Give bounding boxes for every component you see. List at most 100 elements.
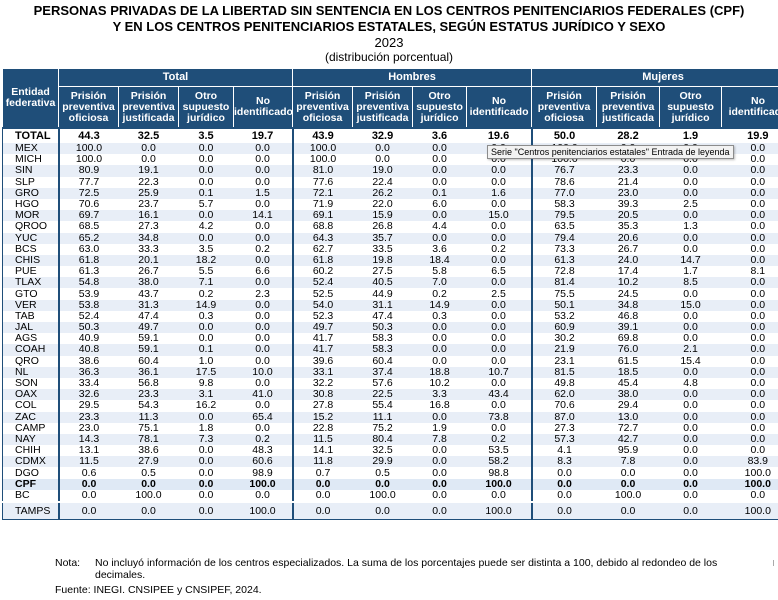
value-cell: 43.9 bbox=[291, 127, 353, 143]
value-cell: 0.0 bbox=[118, 503, 179, 520]
value-cell: 0.0 bbox=[491, 321, 506, 334]
value-cell: 0.0 bbox=[683, 309, 698, 322]
column-header: Prisión preventiva justificada bbox=[352, 86, 414, 129]
value-cell: 40.9 bbox=[57, 333, 119, 345]
value-cell: 77.7 bbox=[57, 176, 119, 188]
value-cell: 61.5 bbox=[617, 354, 639, 367]
entity-cell: PUE bbox=[2, 266, 59, 278]
value-cell: 41.7 bbox=[291, 344, 353, 356]
value-cell: 62.7 bbox=[291, 243, 353, 255]
value-cell: 10.2 bbox=[429, 377, 450, 390]
table-row: CPF 0.0 0.0 0.0 100.0 0.0 0.0 0.0 100.0 0.0 0.0 0.0… bbox=[2, 478, 778, 490]
value-cell: 0.1 bbox=[432, 186, 447, 199]
value-cell: 0.0 bbox=[683, 388, 698, 401]
value-cell: 0.0 bbox=[198, 153, 214, 166]
value-cell: 0.2 bbox=[198, 287, 214, 300]
value-cell: 0.0 bbox=[596, 503, 660, 520]
value-cell: 0.0 bbox=[491, 354, 506, 367]
value-cell: 0.0 bbox=[659, 503, 722, 520]
value-cell: 1.0 bbox=[198, 354, 214, 367]
value-cell: 14.1 bbox=[291, 445, 353, 457]
value-cell: 98.8 bbox=[488, 466, 509, 479]
value-cell: 0.0 bbox=[491, 253, 506, 266]
value-cell: 0.0 bbox=[255, 309, 270, 322]
value-cell: 81.0 bbox=[291, 165, 353, 177]
value-cell: 23.1 bbox=[530, 355, 597, 367]
table-row: QROO 68.5 27.3 4.2 0.0 68.8 26.8 4.4 0.0 63.5 35.3… bbox=[2, 220, 778, 233]
value-cell: 0.0 bbox=[491, 488, 506, 501]
value-cell: 79.5 bbox=[530, 210, 597, 222]
value-cell: 11.5 bbox=[57, 456, 119, 468]
value-cell: 0.0 bbox=[683, 466, 698, 479]
value-cell: 0.0 bbox=[721, 389, 778, 401]
value-cell: 3.5 bbox=[178, 127, 234, 143]
value-cell: 24.0 bbox=[617, 253, 639, 266]
value-cell: 77.6 bbox=[291, 176, 353, 188]
column-header: No identificado bbox=[232, 86, 294, 129]
footnote-label: Nota: bbox=[55, 557, 81, 569]
value-cell: 0.0 bbox=[198, 321, 214, 334]
value-cell: 0.0 bbox=[530, 467, 597, 479]
value-cell: 47.4 bbox=[138, 309, 159, 322]
value-cell: 45.4 bbox=[617, 377, 639, 390]
value-cell: 0.0 bbox=[198, 175, 214, 188]
value-cell: 13.1 bbox=[57, 445, 119, 457]
value-cell: 25.9 bbox=[138, 186, 159, 199]
value-cell: 4.2 bbox=[198, 220, 214, 233]
value-cell: 0.0 bbox=[198, 466, 214, 479]
value-cell: 0.0 bbox=[530, 478, 597, 490]
table-row: BCS 63.0 33.3 3.5 0.2 62.7 33.5 3.6 0.2 73.3 26.7 0… bbox=[2, 243, 778, 255]
value-cell: 0.7 bbox=[291, 467, 353, 479]
value-cell: 0.0 bbox=[255, 220, 270, 233]
table-row: NL 36.3 36.1 17.5 10.0 33.1 37.4 18.8 10.7 81.5 18… bbox=[2, 366, 778, 378]
data-table: Entidad federativa Total Hombres Mujeres… bbox=[2, 68, 778, 520]
value-cell: 0.0 bbox=[683, 175, 698, 188]
value-cell: 0.0 bbox=[491, 175, 506, 188]
value-cell: 11.3 bbox=[138, 410, 159, 423]
value-cell: 0.0 bbox=[57, 503, 119, 520]
value-cell: 19.6 bbox=[466, 127, 532, 143]
table-row: MOR 69.7 16.1 0.0 14.1 69.1 15.9 0.0 15.0 79.5 20.… bbox=[2, 209, 778, 222]
entity-cell: VER bbox=[2, 299, 59, 311]
value-cell: 0.0 bbox=[721, 254, 778, 267]
value-cell: 0.0 bbox=[683, 164, 698, 177]
value-cell: 0.0 bbox=[491, 332, 506, 345]
value-cell: 14.1 bbox=[252, 209, 273, 222]
value-cell: 0.0 bbox=[255, 298, 270, 311]
value-cell: 65.4 bbox=[252, 410, 273, 423]
value-cell: 0.0 bbox=[255, 276, 270, 289]
entity-cell: CHIS bbox=[2, 254, 59, 267]
value-cell: 16.1 bbox=[138, 209, 159, 222]
value-cell: 32.5 bbox=[372, 444, 393, 457]
value-cell: 0.0 bbox=[198, 332, 214, 345]
value-cell: 100.0 bbox=[721, 467, 778, 479]
value-cell: 1.3 bbox=[683, 220, 698, 233]
value-cell: 38.0 bbox=[617, 388, 639, 401]
value-cell: 5.8 bbox=[432, 265, 447, 278]
value-cell: 78.1 bbox=[138, 432, 159, 445]
column-header: Prisión preventiva oficiosa bbox=[531, 86, 598, 129]
table-row: SLP 77.7 22.3 0.0 0.0 77.6 22.4 0.0 0.0 78.6 21.4 0… bbox=[2, 175, 778, 188]
value-cell: 5.7 bbox=[198, 198, 214, 211]
value-cell: 41.0 bbox=[252, 388, 273, 401]
value-cell: 39.3 bbox=[617, 198, 639, 211]
value-cell: 0.0 bbox=[721, 489, 778, 501]
value-cell: 0.0 bbox=[491, 377, 506, 390]
value-cell: 1.5 bbox=[255, 186, 270, 199]
value-cell: 60.9 bbox=[530, 322, 597, 334]
value-cell: 72.7 bbox=[617, 421, 639, 434]
value-cell: 20.6 bbox=[617, 231, 639, 244]
value-cell: 0.0 bbox=[291, 503, 353, 520]
value-cell: 1.7 bbox=[683, 265, 698, 278]
value-cell: 50.0 bbox=[530, 127, 597, 143]
value-cell: 44.3 bbox=[57, 127, 119, 143]
value-cell: 0.0 bbox=[683, 332, 698, 345]
value-cell: 61.3 bbox=[530, 254, 597, 267]
value-cell: 8.1 bbox=[721, 266, 778, 278]
value-cell: 50.3 bbox=[57, 322, 119, 334]
entity-cell: JAL bbox=[2, 322, 59, 334]
value-cell: 32.6 bbox=[57, 389, 119, 401]
value-cell: 87.0 bbox=[530, 411, 597, 423]
report-title-line1: PERSONAS PRIVADAS DE LA LIBERTAD SIN SEN… bbox=[33, 3, 745, 18]
value-cell: 19.8 bbox=[372, 253, 393, 266]
